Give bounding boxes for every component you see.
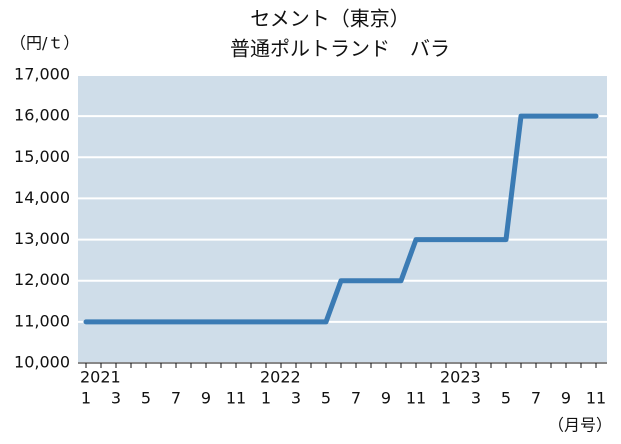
x-tick-label: 7 bbox=[351, 389, 361, 408]
x-tick-label: 7 bbox=[531, 389, 541, 408]
y-tick-label: 14,000 bbox=[14, 188, 70, 207]
x-tick-label: 1 bbox=[81, 389, 91, 408]
y-tick-label: 15,000 bbox=[14, 147, 70, 166]
x-tick-label: 9 bbox=[201, 389, 211, 408]
x-tick-label: 3 bbox=[471, 389, 481, 408]
y-tick-label: 10,000 bbox=[14, 353, 70, 372]
x-tick-label: 3 bbox=[111, 389, 121, 408]
x-unit: （月号） bbox=[548, 416, 612, 435]
y-tick-label: 12,000 bbox=[14, 270, 70, 289]
x-tick-label: 5 bbox=[501, 389, 511, 408]
x-tick-label: 1 bbox=[261, 389, 271, 408]
y-unit: （円/ｔ） bbox=[10, 34, 79, 53]
x-tick-label: 9 bbox=[561, 389, 571, 408]
data-line bbox=[83, 113, 599, 325]
chart-title: セメント（東京） bbox=[250, 7, 410, 31]
x-tick-label: 11 bbox=[586, 389, 606, 408]
x-tick-label: 11 bbox=[406, 389, 426, 408]
y-tick-label: 16,000 bbox=[14, 106, 70, 125]
x-tick-label: 1 bbox=[441, 389, 451, 408]
year-label: 2021 bbox=[80, 368, 121, 387]
x-tick-label: 3 bbox=[291, 389, 301, 408]
x-tick-label: 9 bbox=[381, 389, 391, 408]
chart-subtitle: 普通ポルトランド バラ bbox=[230, 37, 450, 61]
year-label: 2023 bbox=[440, 368, 481, 387]
year-label: 2022 bbox=[260, 368, 301, 387]
y-tick-label: 11,000 bbox=[14, 311, 70, 330]
y-tick-label: 13,000 bbox=[14, 229, 70, 248]
x-tick-label: 5 bbox=[141, 389, 151, 408]
x-tick-label: 5 bbox=[321, 389, 331, 408]
x-tick-label: 11 bbox=[226, 389, 246, 408]
x-tick-label: 7 bbox=[171, 389, 181, 408]
y-tick-label: 17,000 bbox=[14, 65, 70, 84]
